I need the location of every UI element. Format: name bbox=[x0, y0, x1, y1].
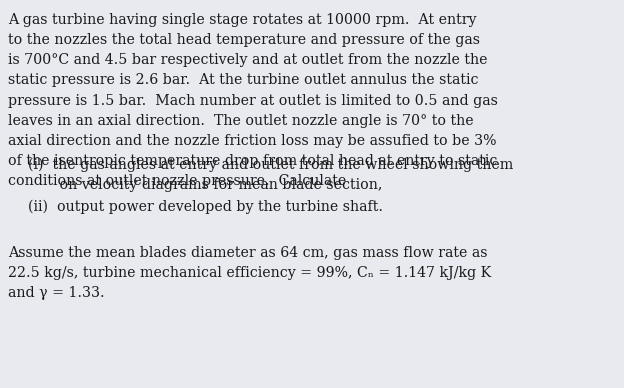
Text: and γ = 1.33.: and γ = 1.33. bbox=[8, 286, 105, 300]
Text: to the nozzles the total head temperature and pressure of the gas: to the nozzles the total head temperatur… bbox=[8, 33, 480, 47]
Text: Assume the mean blades diameter as 64 cm, gas mass flow rate as: Assume the mean blades diameter as 64 cm… bbox=[8, 246, 487, 260]
Text: 22.5 kg/s, turbine mechanical efficiency = 99%, Cₙ = 1.147 kJ/kg K: 22.5 kg/s, turbine mechanical efficiency… bbox=[8, 266, 491, 280]
Text: static pressure is 2.6 bar.  At the turbine outlet annulus the static: static pressure is 2.6 bar. At the turbi… bbox=[8, 73, 479, 87]
Text: axial direction and the nozzle friction loss may be assufied to be 3%: axial direction and the nozzle friction … bbox=[8, 134, 497, 148]
Text: pressure is 1.5 bar.  Mach number at outlet is limited to 0.5 and gas: pressure is 1.5 bar. Mach number at outl… bbox=[8, 94, 498, 107]
Text: of the isentropic temperature drop from total head at entry to static: of the isentropic temperature drop from … bbox=[8, 154, 497, 168]
Text: (i)  the gas angles at entry and outlet from the wheel showing them: (i) the gas angles at entry and outlet f… bbox=[28, 158, 514, 172]
Text: (ii)  output power developed by the turbine shaft.: (ii) output power developed by the turbi… bbox=[28, 200, 383, 215]
Text: is 700°C and 4.5 bar respectively and at outlet from the nozzle the: is 700°C and 4.5 bar respectively and at… bbox=[8, 53, 487, 67]
Text: leaves in an axial direction.  The outlet nozzle angle is 70° to the: leaves in an axial direction. The outlet… bbox=[8, 114, 474, 128]
Text: A gas turbine having single stage rotates at 10000 rpm.  At entry: A gas turbine having single stage rotate… bbox=[8, 13, 477, 27]
Text: on velocity diagrams for mean blade section,: on velocity diagrams for mean blade sect… bbox=[28, 178, 383, 192]
Text: conditions at outlet nozzle pressure.  Calculate: conditions at outlet nozzle pressure. Ca… bbox=[8, 174, 346, 188]
